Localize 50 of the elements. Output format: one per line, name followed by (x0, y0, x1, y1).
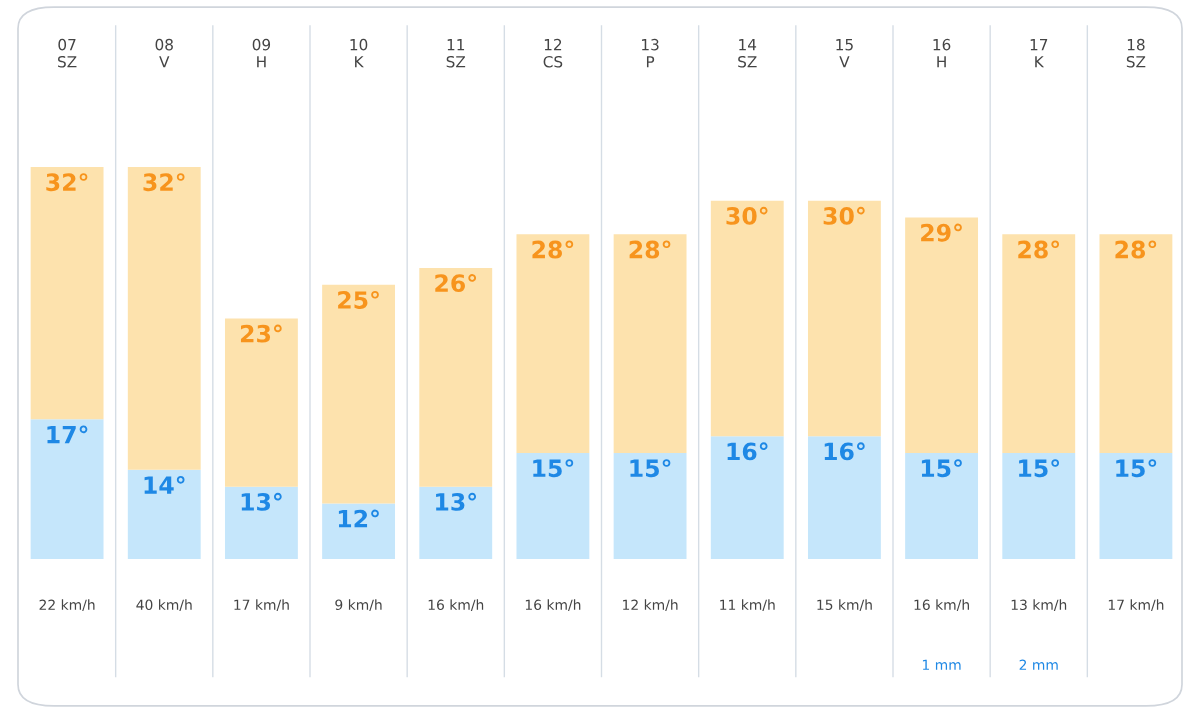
x-tick-label: 09 H (252, 38, 271, 68)
text: 11 km/h (720, 599, 775, 612)
x-tick-label: 14 SZ (738, 39, 757, 68)
data-label: 13° (436, 492, 477, 511)
x-tick-label: 12 CS (543, 38, 563, 68)
x-tick-label: 15 V (836, 39, 853, 68)
total-label: 28° (532, 240, 574, 259)
x-tick-label: 10 K (350, 38, 368, 68)
total-label: 25° (338, 290, 379, 309)
x-tick-label: 17 K (1030, 39, 1048, 68)
text: 1 mm (922, 659, 961, 670)
data-label: 17° (47, 425, 88, 444)
data-label: 15° (533, 459, 574, 478)
data-label: 15° (921, 459, 962, 478)
total-label: 28° (1115, 240, 1157, 259)
total-label: 32° (46, 173, 88, 192)
data-label: 15° (1019, 459, 1060, 478)
x-tick-label: 11 SZ (446, 39, 466, 68)
text: 15 km/h (817, 599, 872, 612)
total-label: 29° (921, 223, 962, 242)
x-tick-label: 07 SZ (58, 38, 77, 68)
total-label: 28° (1018, 240, 1060, 259)
total-label: 32° (143, 173, 185, 192)
text: 16 km/h (914, 599, 969, 612)
data-label: 12° (338, 509, 379, 528)
total-label: 26° (435, 274, 477, 293)
data-label: 16° (824, 442, 865, 461)
text: 12 km/h (623, 599, 678, 612)
text: 16 km/h (525, 599, 581, 612)
text: 16 km/h (428, 599, 484, 612)
data-label: 15° (1116, 459, 1157, 478)
text: 9 km/h (335, 599, 382, 612)
text: 2 mm (1019, 659, 1058, 670)
x-tick-label: 18 SZ (1126, 38, 1146, 68)
text: 22 km/h (39, 599, 95, 612)
x-tick-label: 13 P (642, 38, 659, 68)
data-label: 14° (144, 475, 185, 494)
data-label: 15° (630, 459, 671, 478)
total-label: 30° (726, 206, 768, 225)
total-label: 30° (823, 206, 865, 225)
data-label: 16° (727, 442, 768, 461)
x-tick-label: 08 V (155, 38, 173, 68)
text: 17 km/h (234, 599, 289, 612)
data-label: 13° (241, 492, 282, 511)
total-label: 23° (240, 324, 282, 343)
total-label: 28° (629, 240, 671, 259)
text: 17 km/h (1108, 599, 1164, 612)
x-tick-label: 16 H (933, 38, 951, 68)
text: 40 km/h (136, 599, 192, 612)
text: 13 km/h (1011, 599, 1067, 612)
